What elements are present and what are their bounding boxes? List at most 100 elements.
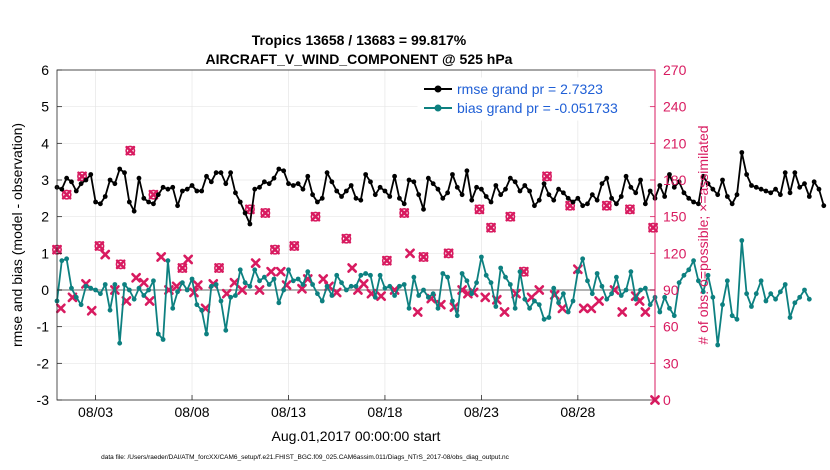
assimilated-obs-marker bbox=[148, 189, 159, 200]
rmse-point bbox=[204, 173, 209, 179]
x-tick-label: 08/23 bbox=[464, 404, 499, 420]
bias-point bbox=[401, 282, 407, 287]
rmse-point bbox=[348, 183, 354, 188]
rmse-point bbox=[657, 183, 663, 188]
rmse-point bbox=[83, 177, 89, 183]
bias-point bbox=[175, 289, 180, 295]
bias-point bbox=[691, 258, 696, 264]
rmse-point bbox=[401, 201, 407, 207]
bias-point bbox=[802, 287, 807, 293]
assimilated-obs-marker bbox=[86, 305, 97, 316]
bias-point bbox=[589, 291, 595, 297]
bias-point bbox=[599, 283, 605, 289]
assimilated-obs-marker bbox=[617, 307, 628, 317]
y2-tick-label: 210 bbox=[663, 135, 687, 151]
rmse-point bbox=[146, 199, 152, 205]
bias-point bbox=[493, 304, 499, 309]
bias-point bbox=[363, 271, 369, 276]
bias-point bbox=[300, 282, 306, 287]
bias-point bbox=[392, 293, 397, 298]
rmse-point bbox=[372, 192, 378, 198]
y-tick-label: -2 bbox=[37, 355, 50, 371]
possible-obs-marker bbox=[125, 145, 136, 156]
rmse-point bbox=[493, 183, 499, 188]
bias-point bbox=[777, 289, 783, 295]
y-tick-label: 5 bbox=[41, 99, 49, 115]
assimilated-obs-stroke bbox=[237, 285, 248, 295]
bias-point bbox=[117, 340, 123, 346]
rmse-point bbox=[744, 172, 750, 177]
bias-point bbox=[83, 283, 89, 289]
rmse-point bbox=[151, 201, 156, 207]
rmse-point bbox=[782, 170, 788, 176]
bias-point bbox=[517, 269, 523, 275]
y-tick-label: -3 bbox=[37, 392, 50, 408]
assimilated-obs-marker bbox=[557, 303, 568, 314]
bias-point bbox=[237, 267, 243, 273]
y-tick-label: 1 bbox=[41, 245, 49, 261]
bias-point bbox=[315, 291, 320, 297]
assimilated-obs-marker bbox=[331, 287, 342, 298]
rmse-point bbox=[551, 197, 557, 203]
assimilated-obs-stroke bbox=[625, 204, 635, 215]
bias-point bbox=[642, 285, 648, 291]
rmse-point bbox=[329, 179, 335, 185]
rmse-point bbox=[517, 188, 523, 194]
rmse-point bbox=[126, 199, 132, 205]
rmse-point bbox=[237, 199, 243, 205]
rmse-point bbox=[88, 172, 94, 177]
rmse-point bbox=[353, 195, 359, 201]
rmse-point bbox=[560, 190, 566, 196]
rmse-point bbox=[821, 203, 827, 209]
assimilated-obs-stroke bbox=[474, 204, 485, 215]
assimilated-obs-stroke bbox=[526, 292, 537, 303]
assimilated-obs-marker bbox=[183, 254, 194, 265]
rmse-point bbox=[638, 177, 643, 183]
bias-point bbox=[266, 282, 272, 287]
bias-point bbox=[686, 267, 692, 273]
bias-point bbox=[261, 274, 267, 280]
rmse-point bbox=[503, 186, 508, 192]
rmse-point bbox=[343, 188, 349, 194]
assimilated-obs-marker bbox=[100, 249, 111, 260]
bias-point bbox=[503, 274, 508, 280]
bias-point bbox=[286, 267, 291, 273]
assimilated-obs-stroke bbox=[381, 255, 392, 266]
rmse-point bbox=[541, 181, 547, 187]
bias-point bbox=[343, 287, 349, 293]
rmse-point bbox=[179, 188, 185, 194]
x-axis: 08/03 08/08 08/13 08/18 08/23 08/28 bbox=[78, 395, 596, 420]
assimilated-obs-stroke bbox=[318, 274, 329, 284]
bias-point bbox=[440, 271, 446, 276]
bias-point bbox=[295, 276, 301, 282]
bias-point bbox=[681, 272, 687, 278]
bias-point bbox=[151, 278, 156, 284]
y-axis-left-label: rmse and bias (model - observation) bbox=[9, 123, 25, 347]
bias-point bbox=[112, 282, 118, 287]
assimilated-obs-marker bbox=[177, 263, 188, 273]
bias-point bbox=[768, 291, 774, 297]
bias-point bbox=[459, 271, 465, 276]
assimilated-obs-stroke bbox=[144, 296, 155, 306]
assimilated-obs-stroke bbox=[229, 277, 240, 288]
rmse-point bbox=[609, 195, 614, 201]
rmse-point bbox=[392, 173, 397, 179]
rmse-point bbox=[700, 173, 706, 179]
bias-point bbox=[242, 280, 248, 286]
bias-point bbox=[204, 331, 209, 337]
bias-point bbox=[536, 302, 542, 308]
bias-point bbox=[782, 282, 788, 287]
bias-point bbox=[512, 305, 518, 311]
possible-obs-marker bbox=[565, 200, 576, 211]
assimilated-obs-stroke bbox=[480, 292, 491, 303]
rmse-point bbox=[440, 195, 446, 201]
bias-point bbox=[787, 315, 793, 320]
data-file-footnote: data file: /Users/raeder/DAI/ATM_forcXX/… bbox=[101, 454, 510, 461]
y2-tick-label: 120 bbox=[663, 245, 687, 261]
legend-rmse-marker bbox=[434, 85, 442, 93]
rmse-point bbox=[647, 188, 653, 194]
rmse-point bbox=[459, 192, 465, 198]
possible-obs-marker bbox=[94, 241, 105, 252]
rmse-point bbox=[208, 179, 214, 185]
bias-point bbox=[233, 293, 238, 298]
